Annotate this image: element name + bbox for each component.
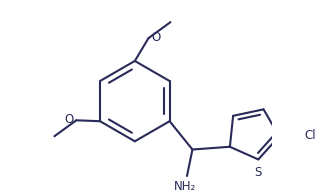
Text: O: O xyxy=(151,31,160,44)
Text: NH₂: NH₂ xyxy=(174,180,196,193)
Text: Cl: Cl xyxy=(304,129,316,142)
Text: S: S xyxy=(255,166,262,179)
Text: O: O xyxy=(64,113,74,126)
